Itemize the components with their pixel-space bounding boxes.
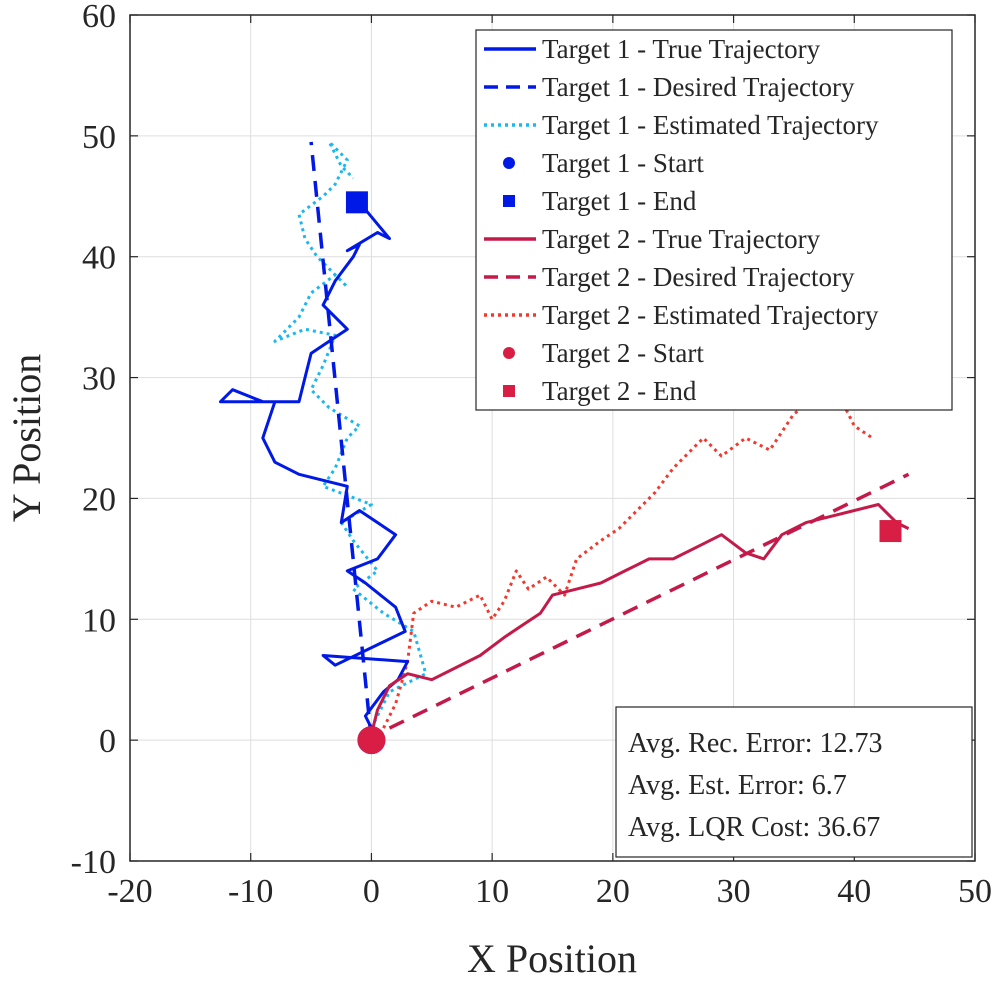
target-2-estimated-trajectory-line (382, 382, 874, 729)
x-tick-label: 30 (717, 873, 751, 910)
legend-target-2-true-trajectory-label: Target 2 - True Trajectory (542, 224, 821, 254)
legend-target-1-true-trajectory-label: Target 1 - True Trajectory (542, 34, 821, 64)
stats-line: Avg. Est. Error: 6.7 (628, 770, 847, 801)
y-tick-label: 0 (99, 723, 116, 760)
x-axis-label: X Position (467, 936, 637, 981)
x-tick-label: -20 (107, 873, 152, 910)
target-1-true-trajectory-line (219, 201, 410, 729)
target-1-estimated-trajectory-line (273, 140, 428, 729)
series-layer (219, 140, 910, 755)
y-tick-label: 30 (82, 361, 116, 398)
legend-target-1-estimated-trajectory-label: Target 1 - Estimated Trajectory (542, 110, 879, 140)
y-tick-label: 50 (82, 119, 116, 156)
legend-target-2-end-swatch (503, 385, 515, 397)
x-tick-label: 20 (596, 873, 630, 910)
legend-box (475, 29, 953, 411)
y-tick-label: -10 (71, 844, 116, 881)
target-1-desired-trajectory-line (309, 141, 374, 741)
stats-line: Avg. Rec. Error: 12.73 (628, 728, 883, 759)
legend-target-1-start-label: Target 1 - Start (542, 148, 704, 178)
y-tick-label: 10 (82, 602, 116, 639)
y-axis-label: Y Position (4, 354, 49, 523)
legend: Target 1 - True Trajectory Target 1 - Des… (475, 29, 953, 411)
x-tick-label: 40 (837, 873, 871, 910)
x-tick-label: 50 (958, 873, 992, 910)
x-tick-label: 0 (363, 873, 380, 910)
y-tick-label: 60 (82, 0, 116, 35)
legend-target-2-end-label: Target 2 - End (542, 376, 697, 406)
stats-box: Avg. Rec. Error: 12.73 Avg. Est. Error: 6… (615, 706, 973, 858)
x-tick-label: 10 (475, 873, 509, 910)
legend-target-2-desired-trajectory-label: Target 2 - Desired Trajectory (542, 262, 855, 292)
stats-line: Avg. LQR Cost: 36.67 (628, 812, 880, 843)
x-tick-label: -10 (228, 873, 273, 910)
stats-box-frame (615, 706, 973, 858)
target-2-start-marker (357, 726, 386, 755)
y-tick-label: 20 (82, 481, 116, 518)
legend-target-2-estimated-trajectory-label: Target 2 - Estimated Trajectory (542, 300, 879, 330)
legend-target-1-end-label: Target 1 - End (542, 186, 697, 216)
legend-target-2-start-label: Target 2 - Start (542, 338, 704, 368)
target-2-true-trajectory-line (369, 503, 910, 735)
legend-target-2-start-swatch (503, 347, 515, 359)
plot-frame (129, 14, 976, 862)
target-2-desired-trajectory-line (388, 472, 910, 730)
target-2-end-marker (879, 520, 902, 543)
target-1-end-marker (345, 191, 368, 214)
legend-target-1-desired-trajectory-label: Target 1 - Desired Trajectory (542, 72, 855, 102)
y-tick-label: 40 (82, 240, 116, 277)
legend-target-1-end-swatch (503, 195, 515, 207)
legend-target-1-start-swatch (503, 157, 515, 169)
